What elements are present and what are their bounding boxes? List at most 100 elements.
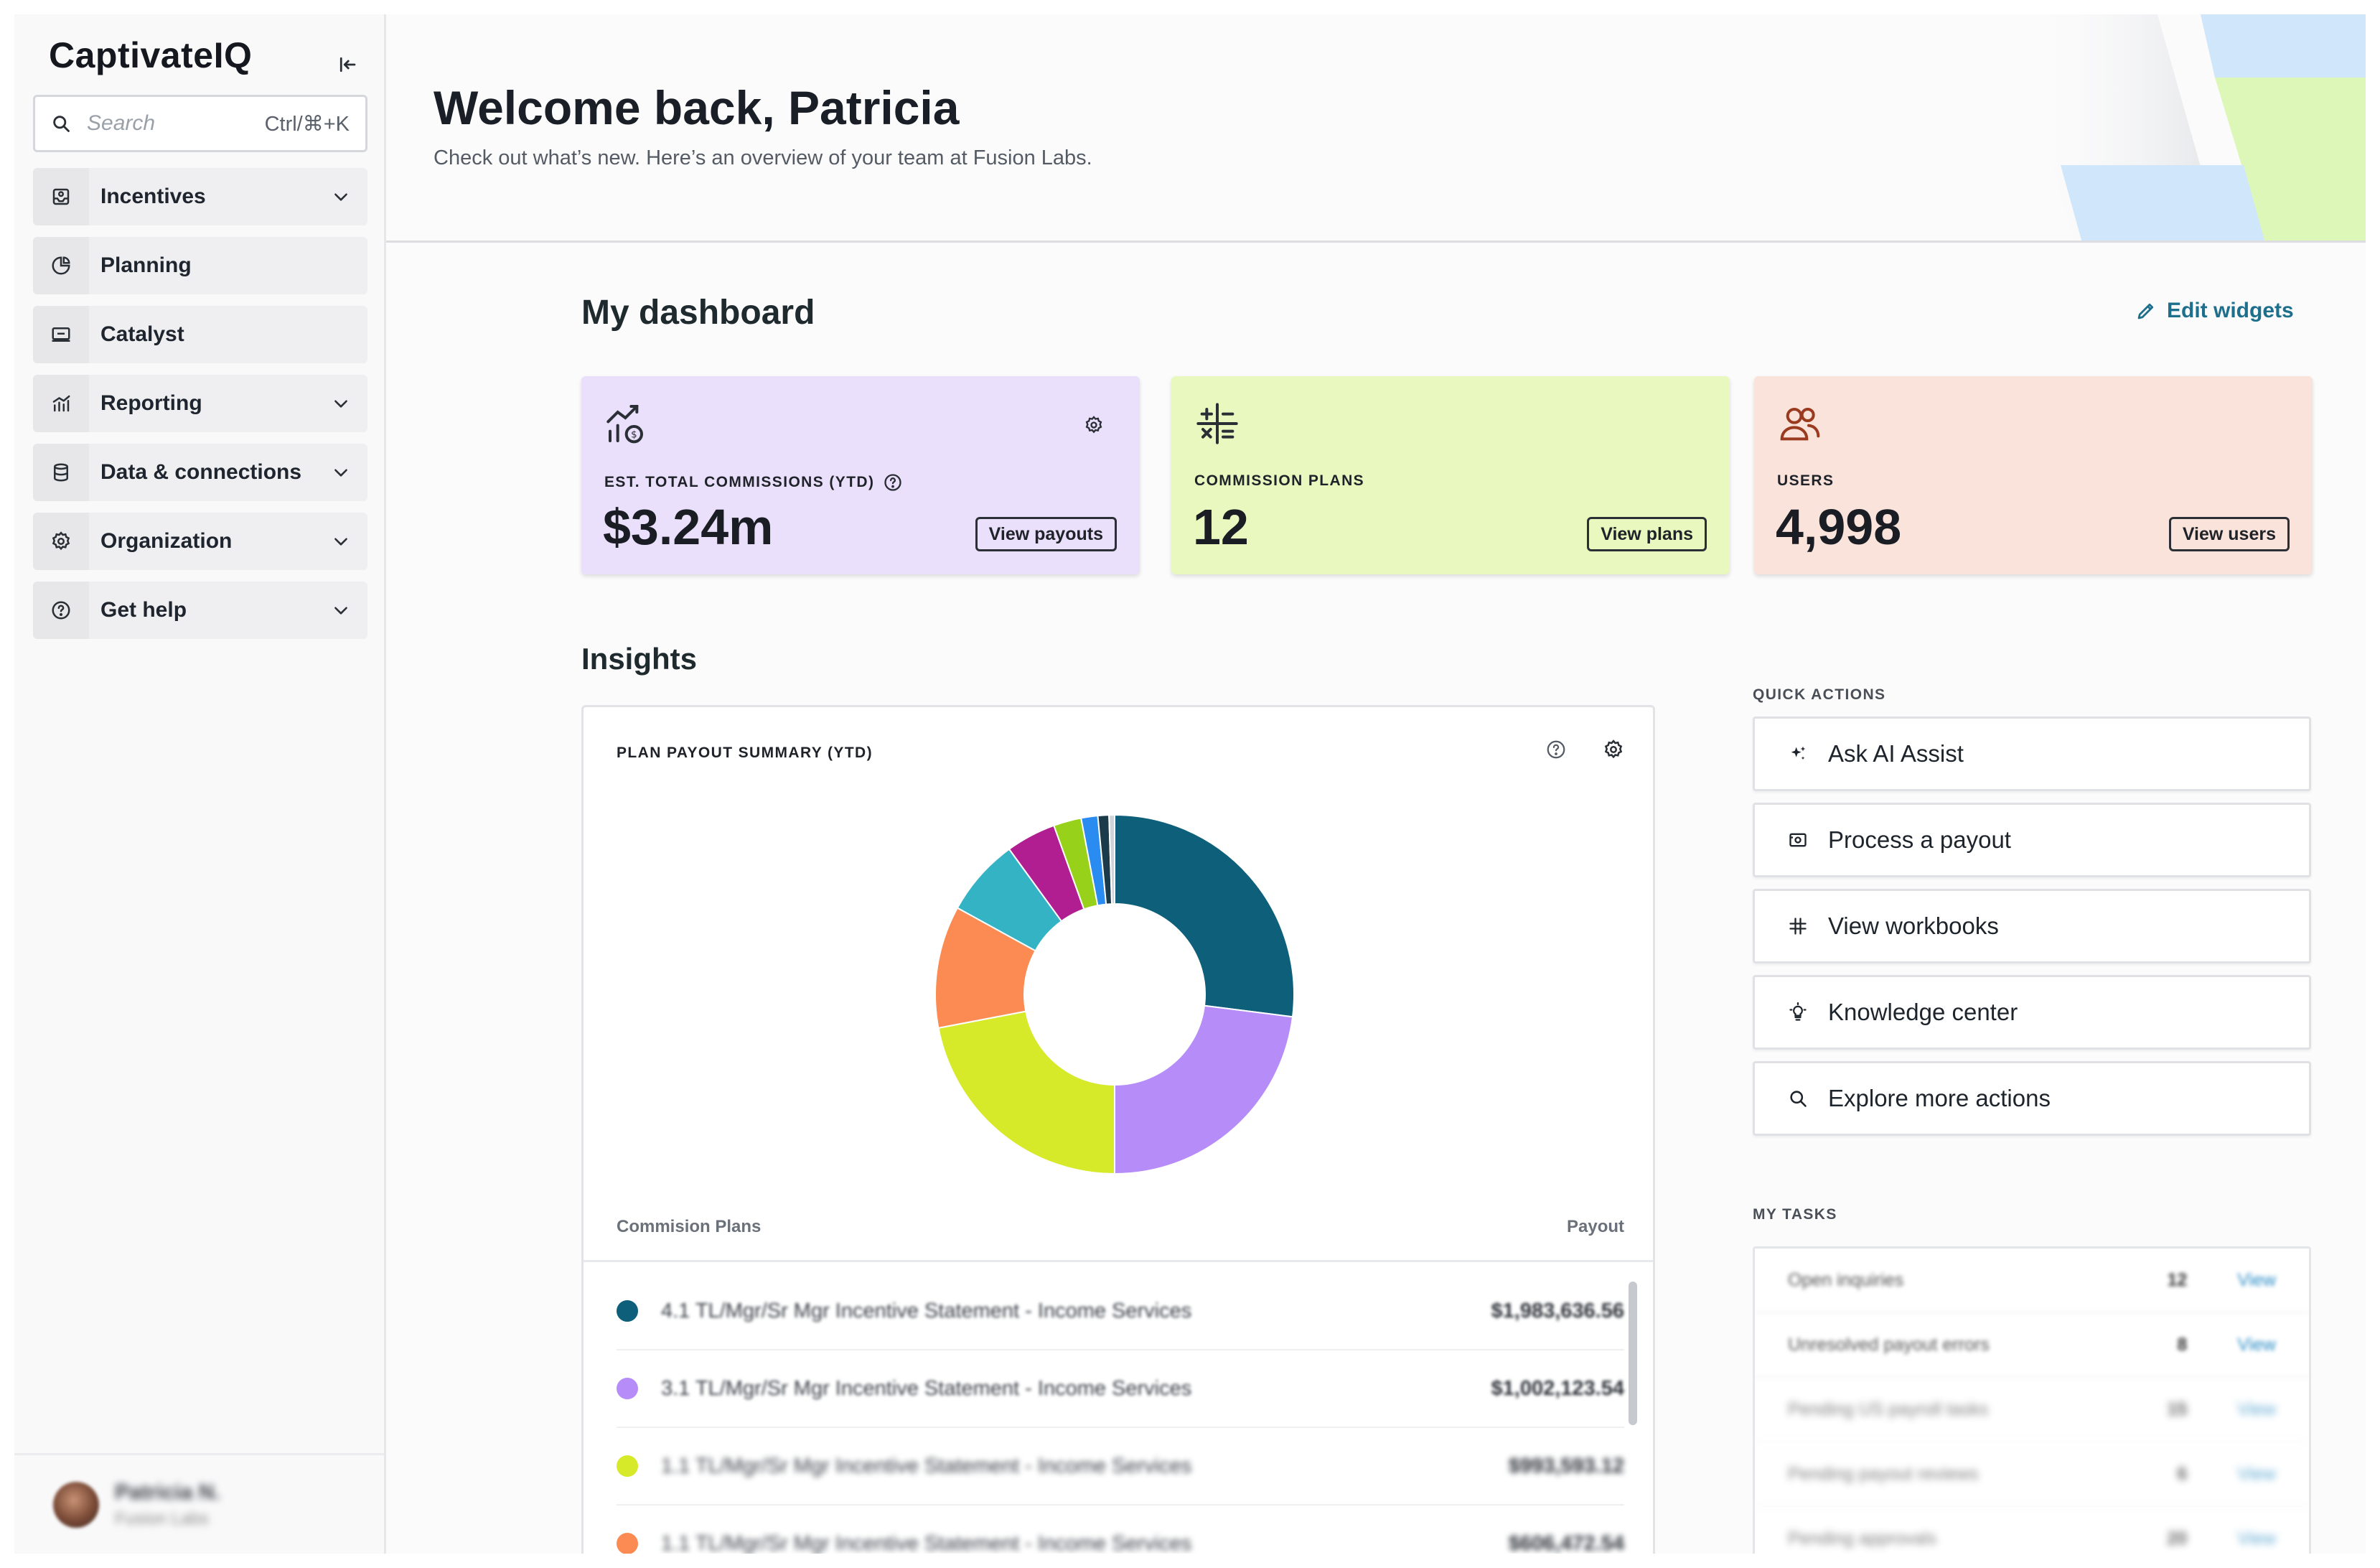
sidebar-item-incentives[interactable]: Incentives xyxy=(33,168,367,225)
donut-slice-1[interactable] xyxy=(1114,1004,1294,1175)
task-view-link[interactable]: View xyxy=(2237,1334,2276,1355)
donut-slice-9[interactable] xyxy=(1108,813,1115,905)
plan-payout: $993,593.12 xyxy=(1508,1454,1624,1478)
edit-widgets-button[interactable]: Edit widgets xyxy=(2135,299,2294,323)
search-input[interactable]: Search Ctrl/⌘+K xyxy=(33,95,367,152)
task-view-link[interactable]: View xyxy=(2237,1269,2276,1290)
users-card: USERS 4,998 View users xyxy=(1754,376,2313,574)
card-label: COMMISSION PLANS xyxy=(1194,472,1365,489)
plan-name: 1.1 TL/Mgr/Sr Mgr Incentive Statement - … xyxy=(661,1454,1192,1478)
payout-donut-chart xyxy=(934,813,1295,1175)
sidebar-item-get-help[interactable]: Get help xyxy=(33,582,367,639)
header-decoration xyxy=(2007,14,2366,241)
task-name: Pending US payroll tasks xyxy=(1788,1399,1989,1419)
task-row: Unresolved payout errors 8 View xyxy=(1755,1313,2309,1378)
plan-payout-summary-panel: PLAN PAYOUT SUMMARY (YTD) Commision Plan… xyxy=(581,705,1655,1554)
sidebar-item-label: Planning xyxy=(100,253,192,277)
card-label: USERS xyxy=(1777,472,1835,489)
catalyst-icon xyxy=(33,306,89,363)
avatar xyxy=(53,1481,99,1528)
collapse-sidebar-icon[interactable] xyxy=(330,47,365,82)
chevron-down-icon xyxy=(334,607,347,615)
help-icon[interactable] xyxy=(1545,739,1567,760)
column-header-payout[interactable]: Payout xyxy=(1566,1217,1624,1236)
pencil-icon xyxy=(2137,303,2154,319)
task-view-link[interactable]: View xyxy=(2237,1399,2276,1419)
workbook-icon xyxy=(1789,918,1807,935)
sidebar-nav: Incentives Planning Catalyst Reporting xyxy=(33,168,367,650)
sidebar-item-label: Get help xyxy=(100,598,187,622)
table-row[interactable]: 1.1 TL/Mgr/Sr Mgr Incentive Statement - … xyxy=(617,1506,1624,1554)
sidebar-item-label: Incentives xyxy=(100,185,206,208)
sidebar: CaptivateIQ Search Ctrl/⌘+K Incentives P… xyxy=(14,14,386,1554)
sidebar-item-data-connections[interactable]: Data & connections xyxy=(33,444,367,501)
table-row[interactable]: 1.1 TL/Mgr/Sr Mgr Incentive Statement - … xyxy=(617,1428,1624,1506)
quick-action-label: Knowledge center xyxy=(1828,999,2018,1025)
commissions-card: $ EST. TOTAL COMMISSIONS (YTD) $3.24m Vi… xyxy=(581,376,1140,574)
help-icon xyxy=(33,582,89,639)
process-payout-button[interactable]: Process a payout xyxy=(1753,803,2311,877)
donut-slice-2[interactable] xyxy=(937,1010,1115,1175)
database-icon xyxy=(33,444,89,501)
payout-icon xyxy=(1789,833,1807,847)
help-icon[interactable] xyxy=(883,472,903,493)
chevron-down-icon xyxy=(334,469,347,477)
column-header-plans[interactable]: Commision Plans xyxy=(617,1217,762,1236)
reporting-icon xyxy=(33,375,89,432)
user-profile[interactable]: Patricia N. Fusion Labs xyxy=(14,1453,384,1554)
search-shortcut: Ctrl/⌘+K xyxy=(264,112,350,136)
brand-logo[interactable]: CaptivateIQ xyxy=(49,35,253,75)
legend-dot xyxy=(617,1533,638,1554)
view-workbooks-button[interactable]: View workbooks xyxy=(1753,889,2311,963)
ask-ai-assist-button[interactable]: Ask AI Assist xyxy=(1753,717,2311,791)
sparkle-icon xyxy=(1791,746,1806,760)
app-window: CaptivateIQ Search Ctrl/⌘+K Incentives P… xyxy=(14,14,2366,1554)
task-row: Pending payout reviews 6 View xyxy=(1755,1442,2309,1507)
page-subtitle: Check out what’s new. Here’s an overview… xyxy=(434,146,1092,169)
user-name: Patricia N. xyxy=(115,1480,220,1504)
gear-icon[interactable] xyxy=(1603,739,1624,760)
task-view-link[interactable]: View xyxy=(2237,1463,2276,1484)
task-count: 20 xyxy=(2167,1528,2188,1549)
gear-icon[interactable] xyxy=(1084,415,1104,435)
view-payouts-button[interactable]: View payouts xyxy=(975,517,1117,551)
sidebar-item-reporting[interactable]: Reporting xyxy=(33,375,367,432)
gear-icon xyxy=(33,513,89,570)
table-row[interactable]: 3.1 TL/Mgr/Sr Mgr Incentive Statement - … xyxy=(617,1350,1624,1428)
sidebar-item-label: Reporting xyxy=(100,391,202,415)
explore-more-actions-button[interactable]: Explore more actions xyxy=(1753,1061,2311,1136)
view-users-button[interactable]: View users xyxy=(2168,517,2290,551)
my-tasks-label: MY TASKS xyxy=(1753,1206,1837,1223)
sidebar-item-organization[interactable]: Organization xyxy=(33,513,367,570)
knowledge-center-button[interactable]: Knowledge center xyxy=(1753,975,2311,1050)
view-plans-button[interactable]: View plans xyxy=(1587,517,1707,551)
table-scrollbar[interactable] xyxy=(1629,1282,1637,1425)
task-row: Pending approvals 20 View xyxy=(1755,1507,2309,1554)
task-view-link[interactable]: View xyxy=(2237,1528,2276,1549)
edit-widgets-label: Edit widgets xyxy=(2167,299,2294,322)
task-name: Unresolved payout errors xyxy=(1788,1334,1990,1355)
quick-action-label: Explore more actions xyxy=(1828,1085,2051,1111)
users-icon xyxy=(1780,408,1820,441)
calculator-icon xyxy=(1196,403,1238,444)
sidebar-item-catalyst[interactable]: Catalyst xyxy=(33,306,367,363)
plan-payout: $1,983,636.56 xyxy=(1491,1299,1624,1322)
user-org: Fusion Labs xyxy=(115,1508,209,1529)
chevron-down-icon xyxy=(334,400,347,408)
insights-title: Insights xyxy=(581,642,698,676)
page-title: Welcome back, Patricia xyxy=(434,81,960,134)
plan-name: 1.1 TL/Mgr/Sr Mgr Incentive Statement - … xyxy=(661,1531,1192,1554)
chart-title: PLAN PAYOUT SUMMARY (YTD) xyxy=(617,745,873,761)
sidebar-item-label: Catalyst xyxy=(100,322,184,346)
quick-action-label: Process a payout xyxy=(1828,826,2011,853)
task-row: Pending US payroll tasks 15 View xyxy=(1755,1378,2309,1442)
sidebar-item-planning[interactable]: Planning xyxy=(33,237,367,294)
quick-actions-label: QUICK ACTIONS xyxy=(1753,686,1886,703)
sidebar-item-label: Organization xyxy=(100,529,233,553)
plan-payout: $1,002,123.54 xyxy=(1491,1376,1624,1400)
task-count: 12 xyxy=(2167,1269,2188,1290)
search-icon xyxy=(53,116,70,132)
table-row[interactable]: 4.1 TL/Mgr/Sr Mgr Incentive Statement - … xyxy=(617,1273,1624,1350)
table-header: Commision Plans Payout xyxy=(617,1217,1624,1237)
donut-slice-0[interactable] xyxy=(1114,813,1295,1018)
